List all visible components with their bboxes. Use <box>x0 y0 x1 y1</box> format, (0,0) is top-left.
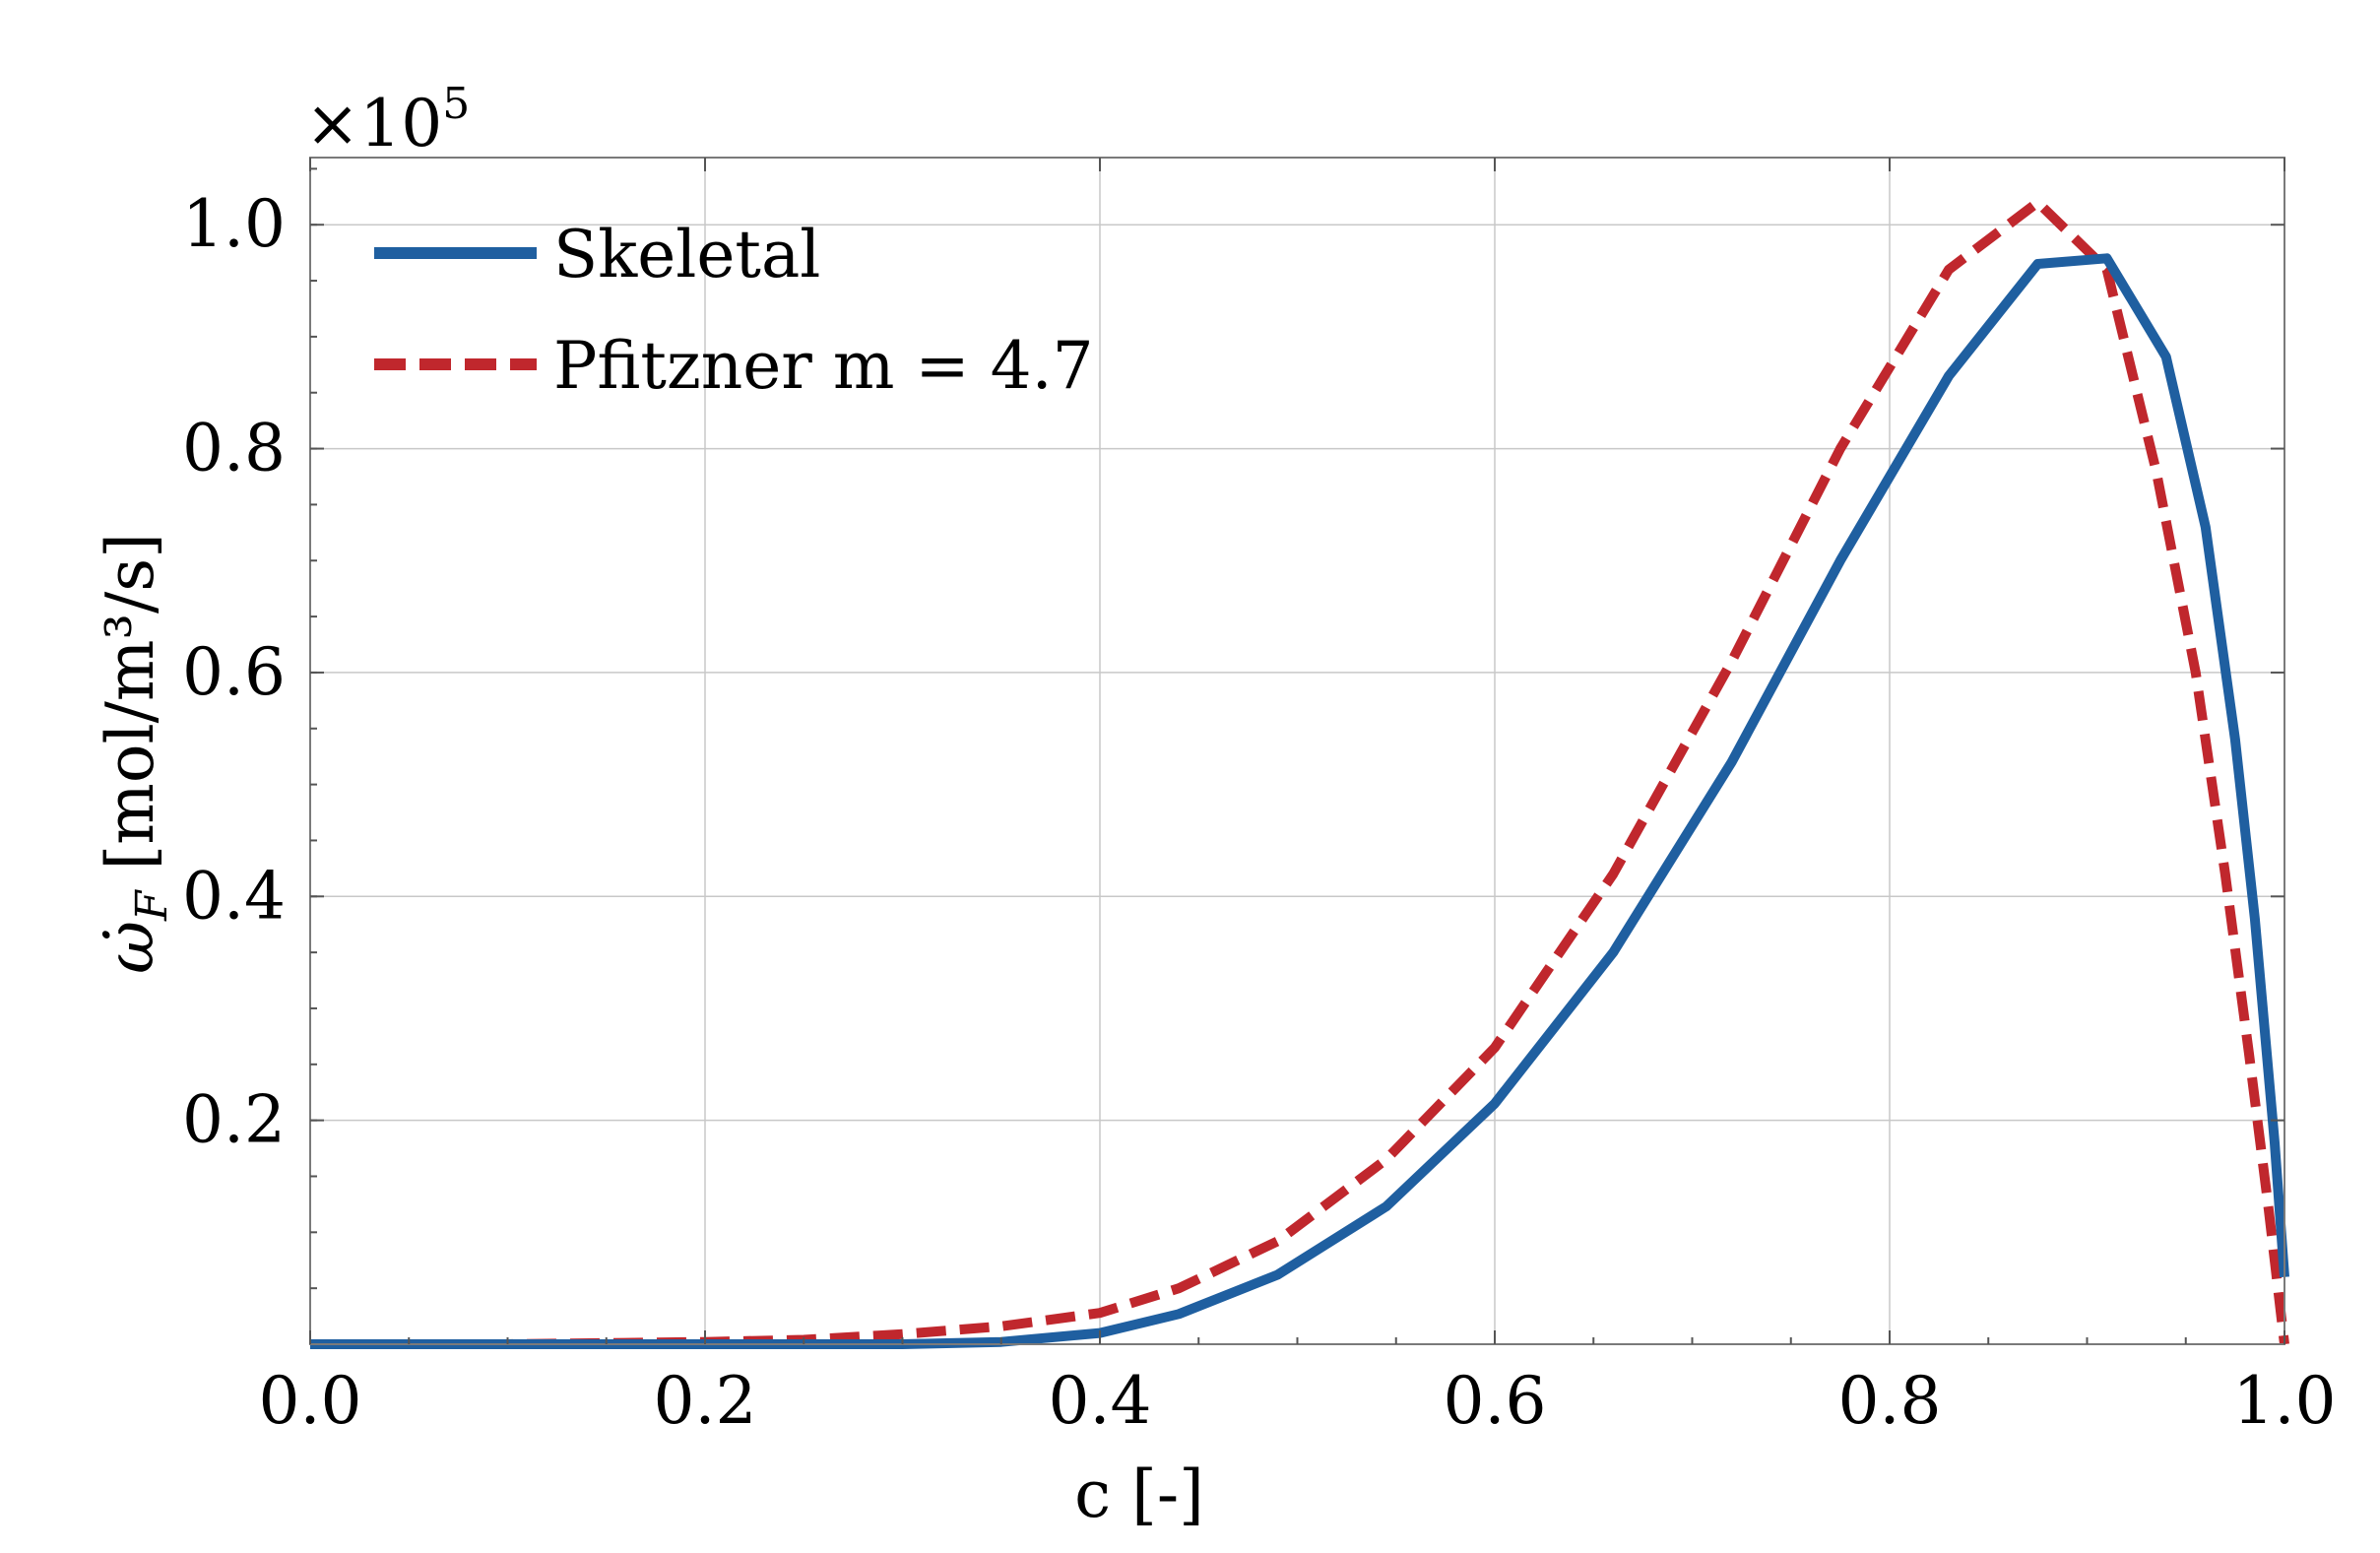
y-tick-label: 0.2 <box>182 1082 286 1158</box>
y-tick-label: 1.0 <box>182 186 286 262</box>
series-line-pfitzner <box>310 197 2289 1349</box>
y-tick-label: 0.8 <box>182 411 286 486</box>
x-tick-label: 0.0 <box>259 1363 362 1439</box>
y-axis-symbol: ω̇ <box>93 921 168 974</box>
y-scale-base: ×10 <box>305 86 442 162</box>
x-tick-label: 0.6 <box>1444 1363 1547 1439</box>
grid <box>310 158 2284 1344</box>
legend-label-pfitzner: Pfitzner m = 4.7 <box>553 328 1094 404</box>
x-tick-label: 0.2 <box>654 1363 757 1439</box>
y-axis-unit: [mol/m³/s] <box>93 533 168 890</box>
x-tick-label: 0.8 <box>1838 1363 1942 1439</box>
y-tick-label: 0.6 <box>182 634 286 710</box>
x-axis-title: c [-] <box>1074 1456 1204 1532</box>
tick-labels: 0.0 0.2 0.4 0.6 0.8 1.0 0.2 0.4 0.6 0.8 1.0 <box>182 186 2336 1439</box>
y-axis-subscript: F <box>127 889 177 922</box>
x-tick-label: 1.0 <box>2233 1363 2337 1439</box>
axis-ticks <box>309 158 2285 1344</box>
x-tick-label: 0.4 <box>1049 1363 1152 1439</box>
y-axis-title: ω̇F [mol/m³/s] <box>93 533 177 974</box>
y-scale-factor: ×105 <box>305 79 470 162</box>
plot-series <box>310 197 2289 1349</box>
y-tick-label: 0.4 <box>182 858 286 934</box>
y-scale-exponent: 5 <box>442 79 470 129</box>
legend-label-skeletal: Skeletal <box>553 217 820 292</box>
series-line-skeletal <box>310 253 2289 1349</box>
legend: Skeletal Pfitzner m = 4.7 <box>374 217 1094 404</box>
